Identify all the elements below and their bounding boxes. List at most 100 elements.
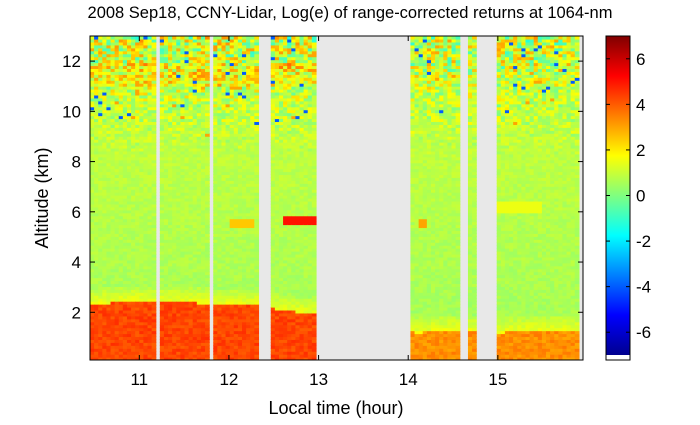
heatmap-cell	[106, 242, 112, 246]
heatmap-cell	[205, 256, 210, 261]
heatmap-cell	[229, 354, 235, 358]
heatmap-cell	[131, 50, 136, 55]
heatmap-cell	[250, 147, 255, 152]
heatmap-cell	[102, 357, 108, 360]
heatmap-cell	[106, 195, 112, 199]
heatmap-cell	[278, 215, 284, 220]
heatmap-cell	[225, 324, 231, 329]
heatmap-cell	[200, 324, 206, 329]
heatmap-cell	[94, 47, 99, 52]
heatmap-cell	[233, 298, 239, 302]
heatmap-cell	[147, 174, 153, 178]
heatmap-cell	[287, 318, 292, 323]
heatmap-cell	[278, 109, 284, 114]
heatmap-cell	[102, 324, 108, 329]
heatmap-cell	[143, 186, 149, 190]
heatmap-cell	[254, 109, 260, 114]
heatmap-cell	[184, 83, 190, 87]
heatmap-cell	[163, 289, 169, 293]
heatmap-cell	[94, 150, 99, 155]
heatmap-cell	[147, 203, 153, 208]
heatmap-cell	[106, 253, 112, 258]
heatmap-cell	[246, 339, 251, 343]
heatmap-cell	[159, 248, 165, 252]
heatmap-cell	[229, 251, 235, 255]
heatmap-cell	[176, 286, 181, 290]
heatmap-cell	[126, 215, 132, 220]
heatmap-cell	[159, 106, 165, 111]
heatmap-cell	[176, 50, 181, 55]
heatmap-cell	[126, 271, 132, 276]
heatmap-cell	[172, 357, 177, 360]
heatmap-cell	[237, 62, 243, 67]
heatmap-cell	[159, 227, 165, 231]
heatmap-cell	[106, 333, 112, 338]
heatmap-cell	[168, 86, 173, 90]
heatmap-cell	[254, 121, 260, 125]
heatmap-cell	[126, 147, 132, 152]
heatmap-cell	[242, 174, 247, 178]
heatmap-cell	[151, 89, 157, 93]
heatmap-cell	[94, 262, 99, 267]
heatmap-cell	[122, 53, 128, 58]
heatmap-cell	[147, 127, 153, 131]
heatmap-cell	[283, 221, 288, 226]
heatmap-cell	[270, 168, 276, 173]
heatmap-cell	[90, 142, 95, 146]
heatmap-cell	[94, 77, 99, 81]
heatmap-cell	[122, 38, 128, 43]
heatmap-cell	[205, 248, 210, 252]
heatmap-cell	[188, 309, 194, 314]
heatmap-cell	[233, 109, 239, 114]
heatmap-cell	[246, 315, 251, 320]
heatmap-cell	[98, 309, 103, 314]
heatmap-cell	[225, 65, 231, 69]
heatmap-cell	[217, 68, 223, 72]
heatmap-cell	[163, 180, 169, 184]
heatmap-cell	[163, 68, 169, 72]
heatmap-cell	[106, 230, 112, 234]
heatmap-cell	[110, 38, 116, 43]
heatmap-cell	[131, 315, 136, 320]
heatmap-cell	[205, 56, 210, 61]
heatmap-cell	[139, 312, 145, 317]
heatmap-cell	[126, 280, 132, 285]
heatmap-cell	[131, 262, 136, 267]
heatmap-cell	[278, 242, 284, 246]
heatmap-cell	[90, 47, 95, 52]
heatmap-cell	[159, 112, 165, 117]
heatmap-cell	[192, 321, 198, 326]
heatmap-cell	[196, 315, 202, 320]
heatmap-cell	[151, 124, 157, 128]
heatmap-cell	[287, 100, 292, 105]
heatmap-cell	[229, 89, 235, 93]
heatmap-cell	[283, 65, 288, 69]
heatmap-cell	[98, 283, 103, 287]
heatmap-cell	[283, 94, 288, 99]
heatmap-cell	[192, 268, 198, 273]
heatmap-cell	[274, 239, 280, 243]
heatmap-cell	[98, 203, 103, 208]
heatmap-cell	[102, 227, 108, 231]
heatmap-cell	[242, 227, 247, 231]
heatmap-cell	[188, 251, 194, 255]
heatmap-cell	[225, 195, 231, 199]
heatmap-cell	[172, 53, 177, 58]
heatmap-cell	[246, 324, 251, 329]
heatmap-cell	[217, 256, 223, 261]
heatmap-cell	[188, 71, 194, 75]
heatmap-cell	[114, 83, 120, 87]
heatmap-cell	[246, 292, 251, 296]
heatmap-cell	[287, 47, 292, 52]
heatmap-cell	[278, 345, 284, 349]
heatmap-cell	[229, 153, 235, 158]
heatmap-cell	[147, 248, 153, 252]
heatmap-cell	[106, 109, 112, 114]
heatmap-cell	[233, 342, 239, 346]
heatmap-cell	[180, 274, 186, 279]
heatmap-cell	[135, 153, 140, 158]
heatmap-cell	[172, 286, 177, 290]
heatmap-cell	[168, 253, 173, 258]
heatmap-cell	[131, 38, 136, 43]
heatmap-cell	[180, 103, 186, 108]
